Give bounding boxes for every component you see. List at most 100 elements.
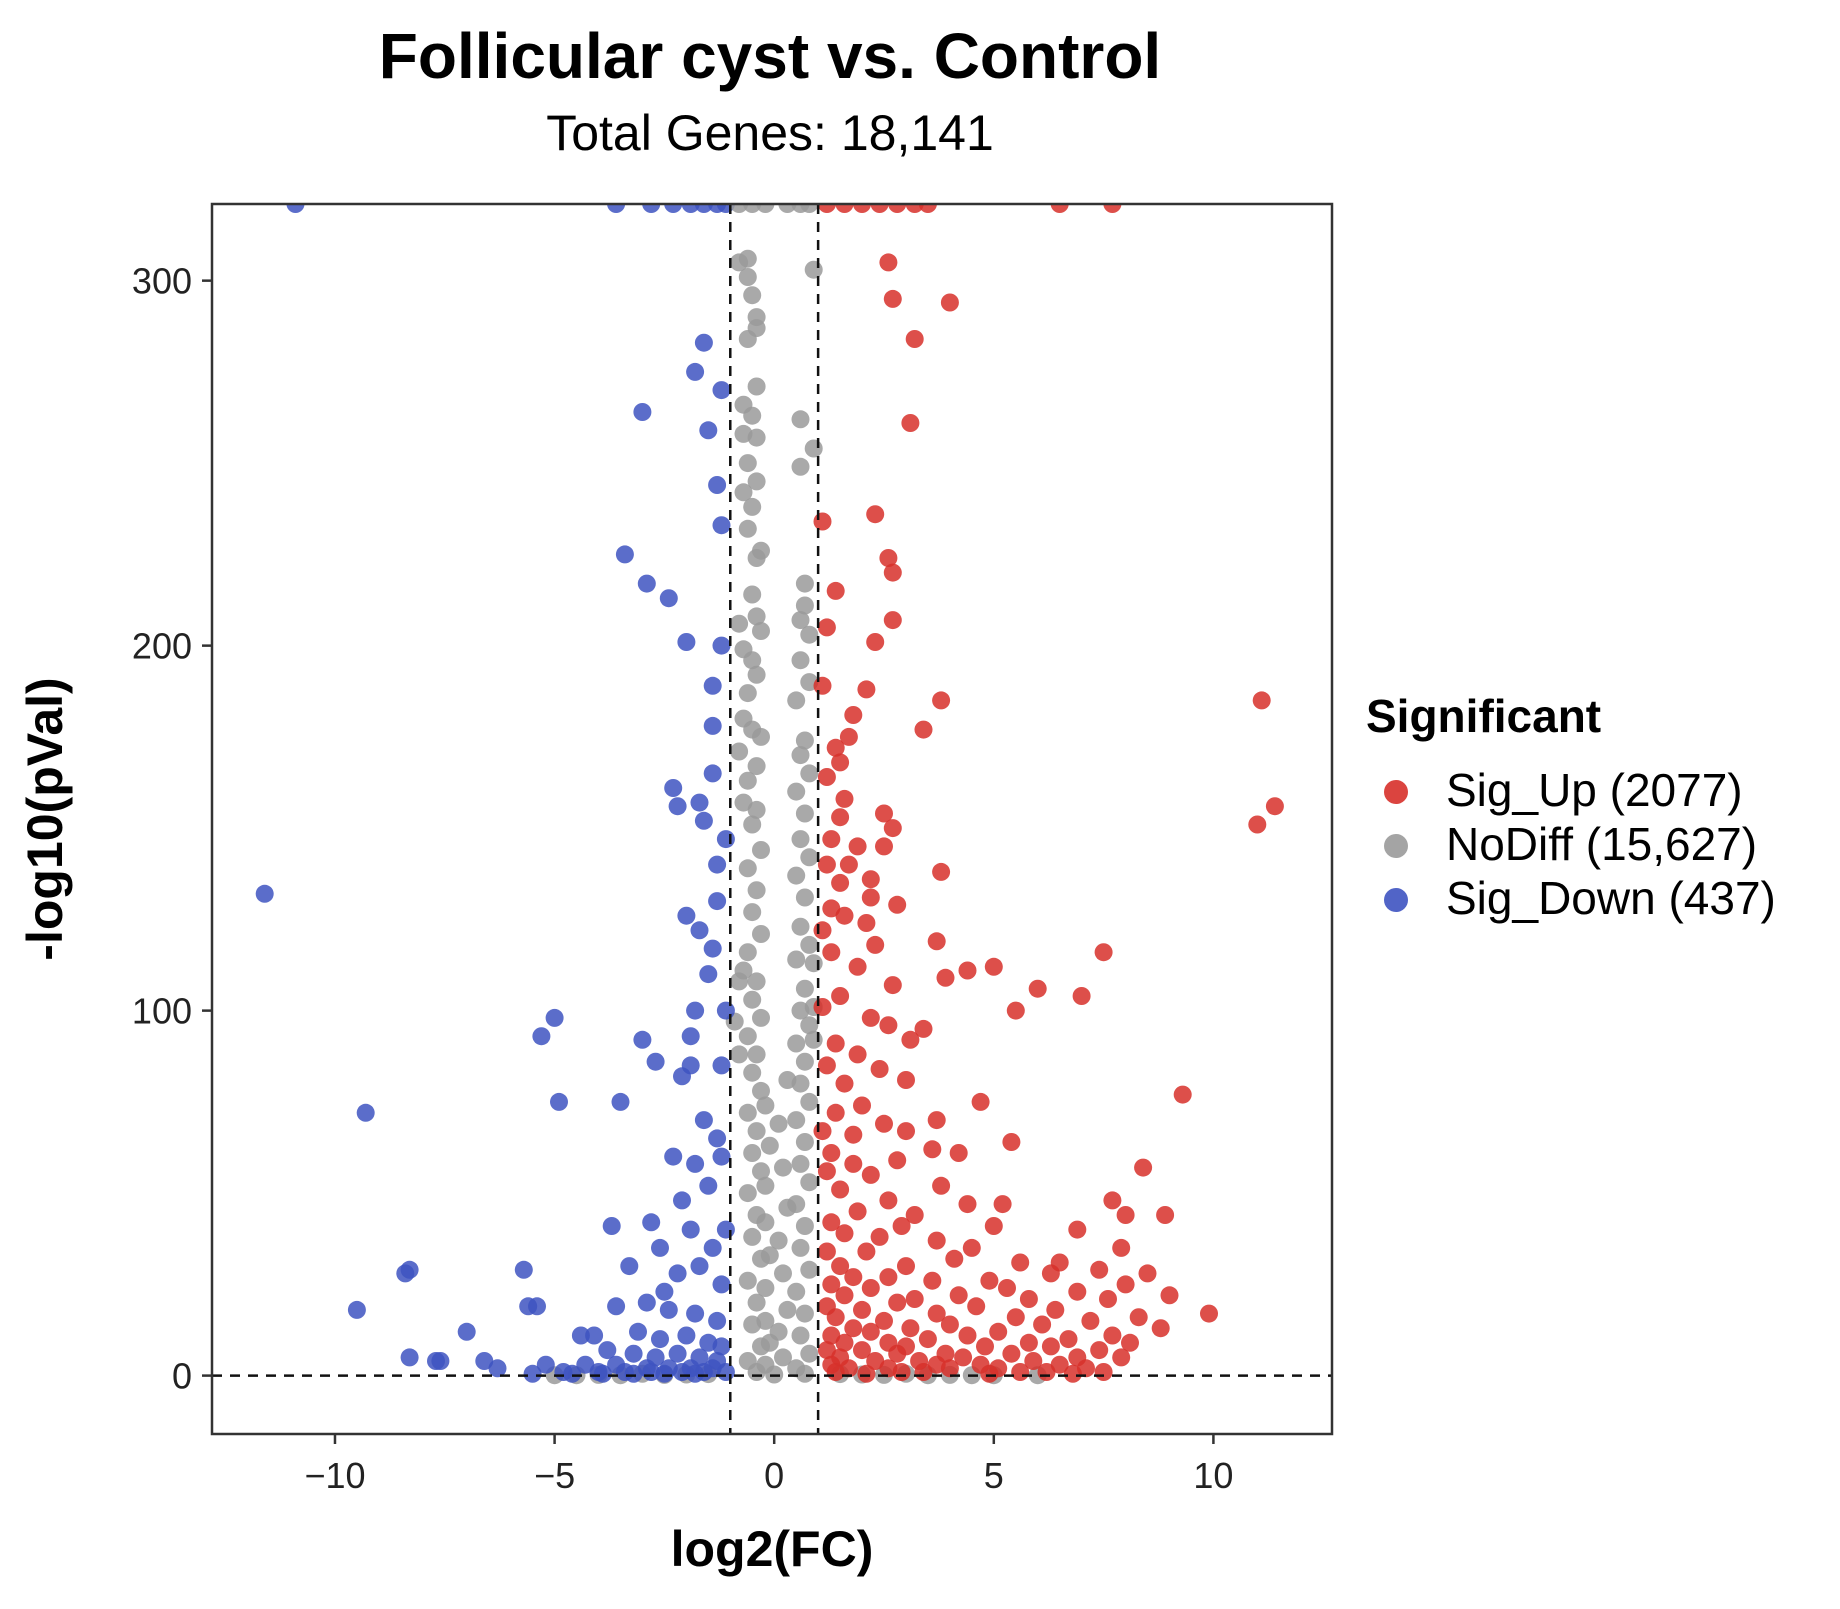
point-nodiff-45 xyxy=(800,764,819,783)
point-up-129 xyxy=(888,1293,907,1312)
point-down-9 xyxy=(475,1352,494,1370)
point-nodiff-60 xyxy=(791,917,810,936)
point-up-80 xyxy=(888,1151,907,1170)
point-up-85 xyxy=(932,1176,951,1195)
point-nodiff-98 xyxy=(747,1293,766,1312)
point-nodiff-33 xyxy=(791,651,810,670)
point-up-88 xyxy=(879,1191,898,1210)
point-clipped-up-0 xyxy=(817,204,836,213)
point-nodiff-114 xyxy=(756,1279,775,1297)
point-down-96 xyxy=(523,1364,542,1383)
chart-title: Follicular cyst vs. Control xyxy=(379,20,1161,92)
point-up-112 xyxy=(1041,1264,1060,1283)
point-nodiff-84 xyxy=(743,1144,762,1162)
point-nodiff-107 xyxy=(795,1364,814,1383)
point-down-4 xyxy=(400,1260,419,1279)
point-nodiff-101 xyxy=(791,1326,810,1345)
point-down-42 xyxy=(694,333,713,352)
point-nodiff-26 xyxy=(747,607,766,626)
legend-label-up: Sig_Up (2077) xyxy=(1446,764,1743,816)
point-up-31 xyxy=(875,837,893,856)
x-axis-title: log2(FC) xyxy=(671,1521,874,1577)
point-up-159 xyxy=(1041,1337,1060,1356)
point-nodiff-25 xyxy=(795,596,814,615)
point-up-100 xyxy=(870,1227,889,1246)
point-down-99 xyxy=(624,1364,643,1383)
point-up-66 xyxy=(835,1074,854,1093)
point-up-132 xyxy=(1046,1300,1065,1319)
point-down-34 xyxy=(668,797,687,816)
point-up-137 xyxy=(826,1308,845,1327)
point-nodiff-93 xyxy=(791,1238,810,1257)
point-up-113 xyxy=(1138,1264,1157,1283)
point-up-138 xyxy=(1006,1308,1025,1327)
point-up-75 xyxy=(844,1125,863,1144)
point-up-184 xyxy=(1011,1363,1030,1381)
point-nodiff-56 xyxy=(787,866,806,885)
point-nodiff-81 xyxy=(787,1111,806,1130)
legend-label-down: Sig_Down (437) xyxy=(1446,872,1776,924)
chart-subtitle: Total Genes: 18,141 xyxy=(546,105,994,161)
point-nodiff-78 xyxy=(752,1081,770,1100)
point-nodiff-112 xyxy=(756,1311,775,1330)
x-axis: −10 −5 0 5 10 xyxy=(304,1434,1233,1496)
point-up-4 xyxy=(883,289,902,308)
point-nodiff-119 xyxy=(778,1198,797,1217)
point-nodiff-99 xyxy=(795,1304,814,1323)
point-down-105 xyxy=(708,855,727,874)
point-nodiff-52 xyxy=(791,830,810,849)
point-nodiff-91 xyxy=(795,1217,814,1235)
point-up-70 xyxy=(826,1103,845,1122)
legend-swatch-nodiff xyxy=(1384,834,1408,858)
point-down-33 xyxy=(664,779,683,797)
point-up-123 xyxy=(949,1286,968,1305)
point-up-165 xyxy=(888,1344,907,1363)
point-nodiff-59 xyxy=(743,903,762,922)
point-clipped-up-8 xyxy=(1103,204,1122,213)
point-up-13 xyxy=(883,611,902,630)
point-up-59 xyxy=(914,1019,933,1038)
point-nodiff-57 xyxy=(747,881,766,900)
point-up-160 xyxy=(817,1341,836,1360)
point-up-108 xyxy=(1011,1253,1030,1272)
point-down-64 xyxy=(703,1238,722,1257)
legend: Significant Sig_Up (2077)NoDiff (15,627)… xyxy=(1366,690,1776,924)
point-nodiff-80 xyxy=(738,1103,757,1122)
y-tick-label: 0 xyxy=(172,1356,192,1397)
point-up-35 xyxy=(861,870,880,889)
point-up-46 xyxy=(1094,943,1113,962)
point-nodiff-125 xyxy=(778,1071,797,1089)
point-up-37 xyxy=(861,888,880,907)
point-up-81 xyxy=(844,1154,863,1173)
point-nodiff-74 xyxy=(747,1045,766,1064)
point-nodiff-13 xyxy=(747,428,766,447)
point-up-136 xyxy=(1129,1308,1148,1327)
point-up-122 xyxy=(1068,1282,1087,1301)
plot-panel xyxy=(212,204,1332,1434)
point-down-13 xyxy=(528,1297,546,1316)
point-nodiff-73 xyxy=(787,1034,806,1053)
point-up-116 xyxy=(980,1271,999,1290)
point-nodiff-122 xyxy=(760,1136,779,1155)
point-up-20 xyxy=(914,720,933,739)
point-nodiff-41 xyxy=(795,731,814,750)
point-up-79 xyxy=(822,1144,841,1162)
point-up-67 xyxy=(1173,1085,1192,1104)
point-up-146 xyxy=(989,1322,1008,1341)
point-up-145 xyxy=(1151,1319,1170,1338)
point-down-78 xyxy=(624,1344,643,1363)
point-nodiff-120 xyxy=(756,1176,775,1195)
point-up-64 xyxy=(817,1056,836,1075)
point-up-164 xyxy=(1002,1344,1021,1363)
point-up-7 xyxy=(901,414,920,432)
point-clipped-up-2 xyxy=(853,204,871,213)
point-up-135 xyxy=(1200,1304,1218,1323)
point-up-11 xyxy=(883,563,902,582)
point-up-82 xyxy=(1134,1158,1153,1177)
point-up-161 xyxy=(1090,1341,1109,1360)
point-down-45 xyxy=(703,716,722,735)
point-down-77 xyxy=(598,1341,617,1360)
point-up-154 xyxy=(1019,1333,1038,1352)
point-clipped-nodiff-5 xyxy=(800,204,819,213)
point-up-6 xyxy=(905,330,924,348)
